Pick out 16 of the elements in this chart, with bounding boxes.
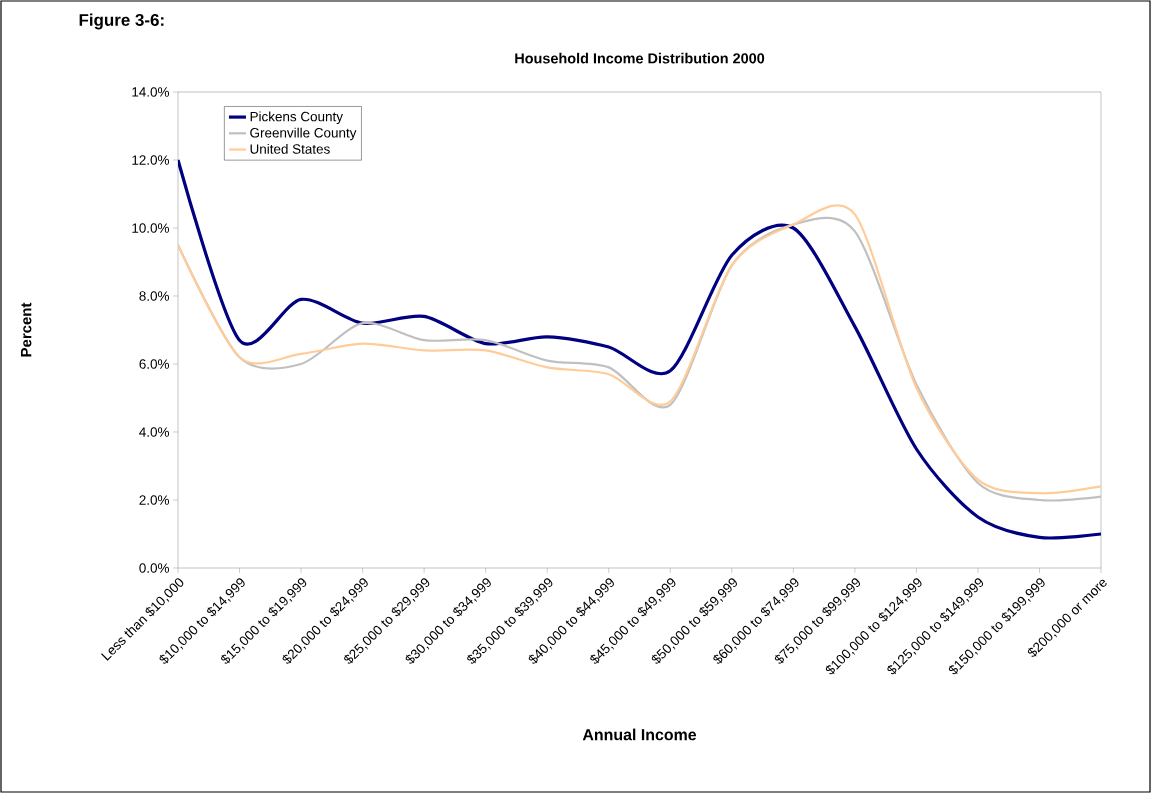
y-tick-label: 14.0% <box>132 87 169 97</box>
y-tick-label: 10.0% <box>132 223 169 233</box>
legend-label: Greenville County <box>250 127 357 141</box>
legend-label: Pickens County <box>250 111 343 125</box>
x-axis-title: Annual Income <box>582 728 697 741</box>
y-tick-label: 0.0% <box>139 563 169 573</box>
caption: Figure 3-6: <box>79 13 164 30</box>
y-tick-label: 4.0% <box>139 427 169 437</box>
y-tick-label: 2.0% <box>139 495 169 505</box>
y-axis-title: Percent <box>20 302 32 357</box>
y-tick-label: 8.0% <box>139 291 169 301</box>
legend-label: United States <box>250 143 330 154</box>
y-tick-label: 6.0% <box>139 359 169 369</box>
line-series <box>178 158 1102 540</box>
chart-title: Household Income Distribution 2000 <box>515 52 765 64</box>
y-tick-label: 12.0% <box>132 155 169 165</box>
